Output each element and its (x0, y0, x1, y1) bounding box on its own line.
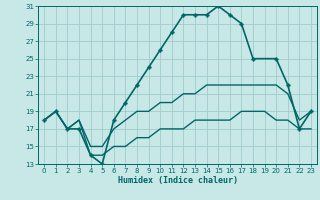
X-axis label: Humidex (Indice chaleur): Humidex (Indice chaleur) (118, 176, 238, 185)
